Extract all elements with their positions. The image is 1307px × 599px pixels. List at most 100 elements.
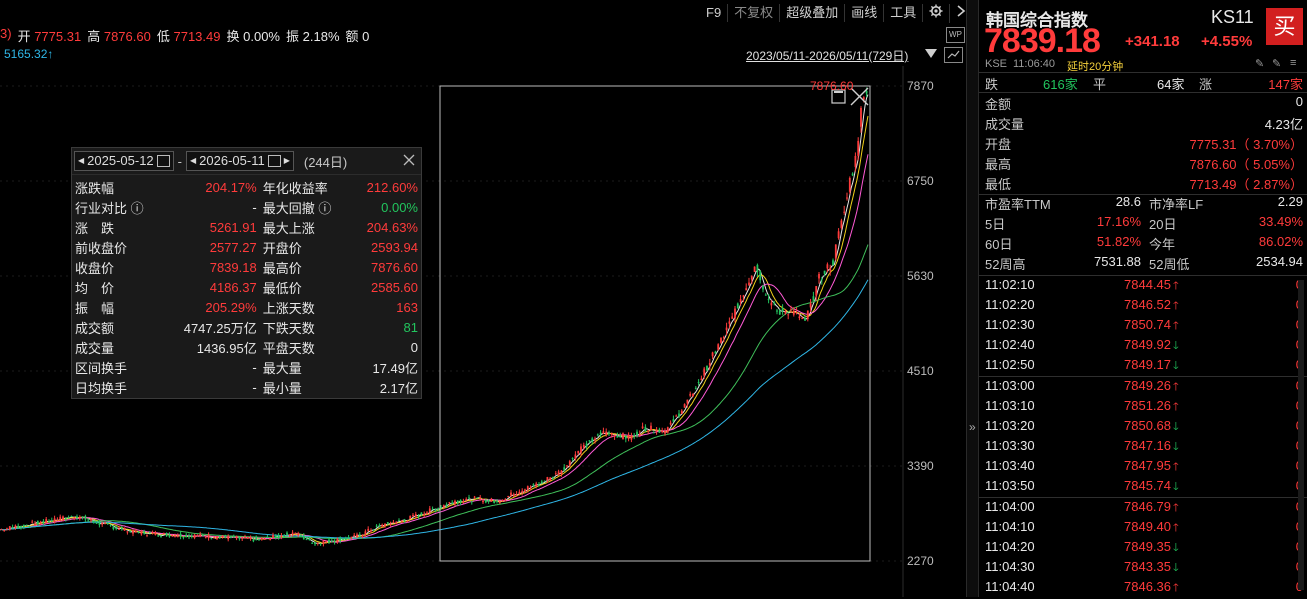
toolbar-tools[interactable]: 工具 bbox=[884, 4, 924, 22]
pencil-icon[interactable]: ✎ bbox=[1255, 58, 1265, 70]
candle-body bbox=[36, 520, 39, 525]
tick-time: 11:03:40 bbox=[985, 458, 1035, 473]
toolbar-f9[interactable]: F9 bbox=[700, 4, 729, 22]
tick-price: 7847.16 bbox=[1124, 438, 1171, 453]
metric-row: 5日 17.16% 20日 33.49% bbox=[985, 214, 1303, 234]
tick-list-scrollbar[interactable] bbox=[1298, 280, 1304, 590]
stats-label: 最大回撤 ⓘ bbox=[262, 200, 332, 216]
candle-body bbox=[549, 477, 552, 481]
close-icon[interactable] bbox=[403, 154, 415, 169]
stats-label: 行业对比 ⓘ bbox=[75, 200, 144, 216]
stats-value: 1436.95亿 bbox=[196, 340, 257, 356]
candle-body bbox=[59, 516, 62, 521]
calendar-icon[interactable] bbox=[156, 155, 170, 167]
maximize-icon[interactable] bbox=[831, 89, 846, 104]
candle-body bbox=[848, 177, 851, 192]
candle-body bbox=[470, 501, 473, 503]
candle-body bbox=[675, 415, 678, 417]
buy-button[interactable]: 买 bbox=[1266, 8, 1303, 45]
candle-body bbox=[423, 514, 426, 516]
edit-icon[interactable]: ✎ bbox=[1272, 58, 1282, 70]
triangle-down-icon[interactable] bbox=[925, 48, 937, 62]
calendar-icon[interactable] bbox=[267, 155, 281, 167]
tick-price: 7846.79 bbox=[1124, 499, 1171, 514]
tick-time: 11:04:30 bbox=[985, 559, 1035, 574]
candle-body bbox=[840, 220, 843, 228]
arrow-down-icon: 🡓 bbox=[1173, 562, 1179, 574]
candle-body bbox=[11, 527, 14, 529]
candle-body bbox=[714, 351, 717, 354]
metric-label: 市盈率TTM bbox=[985, 197, 1051, 212]
candle-body bbox=[683, 404, 686, 408]
candle-body bbox=[846, 197, 848, 199]
gear-icon[interactable] bbox=[923, 3, 951, 23]
arrow-up-icon: 🡑 bbox=[1173, 401, 1179, 413]
candle-body bbox=[87, 519, 90, 521]
candle-body bbox=[42, 521, 45, 523]
candle-body bbox=[316, 542, 319, 544]
candle-body bbox=[585, 443, 588, 447]
candle-body bbox=[188, 535, 190, 538]
candle-body bbox=[302, 535, 305, 540]
arrow-up-icon: 🡑 bbox=[1173, 522, 1179, 534]
compare-icon[interactable] bbox=[944, 47, 963, 63]
metric-value: 28.6 bbox=[1115, 194, 1141, 209]
tick-price: 7850.74 bbox=[1124, 317, 1171, 332]
menu-icon[interactable]: ≡ bbox=[1290, 57, 1297, 69]
panel-divider[interactable]: » bbox=[966, 0, 978, 597]
candle-body bbox=[507, 496, 510, 498]
candle-body bbox=[742, 295, 745, 297]
toolbar-no-adjust[interactable]: 不复权 bbox=[728, 4, 781, 22]
stats-table: 涨跌幅 204.17% 年化收益率 212.60% 行业对比 ⓘ - 最大回撤 ⓘ 0.00%… bbox=[72, 177, 421, 397]
arrow-up-icon: 🡑 bbox=[1173, 280, 1179, 292]
candle-body bbox=[34, 523, 36, 526]
triangle-right-icon[interactable]: ▶ bbox=[283, 156, 290, 165]
wp-icon[interactable]: WP bbox=[946, 27, 965, 43]
close-icon[interactable] bbox=[850, 87, 869, 106]
chevron-right-icon[interactable] bbox=[950, 4, 972, 22]
selection-box[interactable] bbox=[439, 85, 871, 562]
candle-body bbox=[806, 310, 809, 320]
candle-body bbox=[692, 393, 694, 397]
quote-lead: 3) bbox=[0, 26, 12, 41]
stats-value: 7876.60 bbox=[371, 259, 418, 275]
candle-body bbox=[216, 536, 218, 539]
candle-body bbox=[386, 522, 389, 524]
start-date-picker[interactable]: ◀ 2025-05-12 bbox=[74, 151, 174, 171]
candle-body bbox=[647, 430, 650, 432]
expand-icon[interactable]: » bbox=[969, 420, 976, 434]
candle-body bbox=[325, 541, 328, 543]
tick-price: 7844.45 bbox=[1124, 277, 1171, 292]
candle-body bbox=[269, 538, 272, 540]
candle-body bbox=[129, 530, 132, 532]
turnover-value: 0.00% bbox=[243, 29, 280, 44]
triangle-left-icon[interactable]: ◀ bbox=[190, 156, 197, 165]
y-tick-label: 5630 bbox=[907, 269, 934, 283]
candle-body bbox=[146, 534, 148, 536]
end-date-picker[interactable]: ◀ 2026-05-11 ▶ bbox=[186, 151, 294, 171]
period-range[interactable]: 2023/05/11-2026/05/11(729日) bbox=[746, 49, 909, 63]
toolbar-draw-line[interactable]: 画线 bbox=[845, 4, 885, 22]
stats-label: 涨跌幅 bbox=[75, 180, 115, 196]
candle-body bbox=[448, 502, 451, 504]
toolbar-super-overlay[interactable]: 超级叠加 bbox=[780, 4, 846, 22]
stats-value: 4747.25万亿 bbox=[183, 320, 257, 336]
candle-body bbox=[210, 538, 213, 540]
triangle-left-icon[interactable]: ◀ bbox=[78, 156, 85, 165]
